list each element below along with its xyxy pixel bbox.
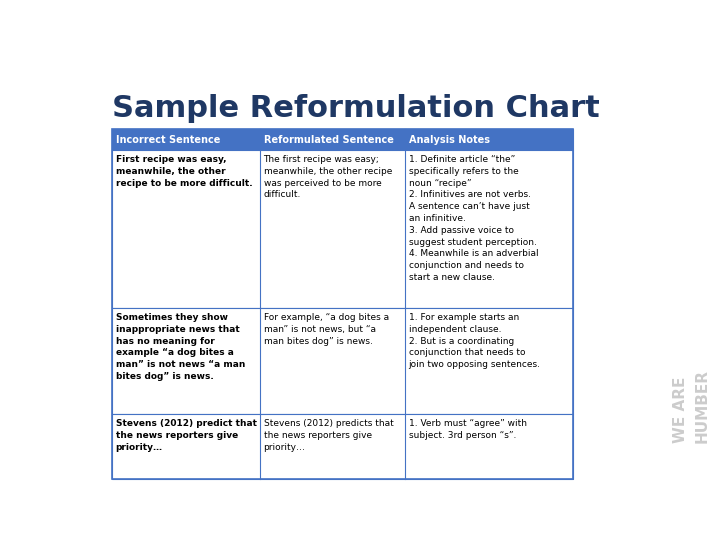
Text: Incorrect Sentence: Incorrect Sentence	[116, 134, 220, 145]
Text: HUMBER: HUMBER	[695, 369, 709, 443]
Text: Reformulated Sentence: Reformulated Sentence	[264, 134, 393, 145]
Text: Sometimes they show
inappropriate news that
has no meaning for
example “a dog bi: Sometimes they show inappropriate news t…	[116, 313, 245, 381]
Text: The first recipe was easy;
meanwhile, the other recipe
was perceived to be more
: The first recipe was easy; meanwhile, th…	[264, 155, 392, 199]
Text: Stevens (2012) predicts that
the news reporters give
priority…: Stevens (2012) predicts that the news re…	[264, 419, 393, 451]
Text: For example, “a dog bites a
man” is not news, but “a
man bites dog” is news.: For example, “a dog bites a man” is not …	[264, 313, 389, 346]
Text: 1. For example starts an
independent clause.
2. But is a coordinating
conjunctio: 1. For example starts an independent cla…	[409, 313, 541, 369]
Bar	[112, 308, 572, 414]
Text: WE ARE: WE ARE	[673, 376, 688, 443]
Text: First recipe was easy,
meanwhile, the other
recipe to be more difficult.: First recipe was easy, meanwhile, the ot…	[116, 155, 252, 187]
Text: 1. Definite article “the”
specifically refers to the
noun “recipe”
2. Infinitive: 1. Definite article “the” specifically r…	[409, 155, 539, 282]
Text: Sample Reformulation Chart: Sample Reformulation Chart	[112, 94, 600, 123]
Bar	[112, 129, 572, 478]
Bar	[112, 129, 572, 150]
Text: Analysis Notes: Analysis Notes	[409, 134, 490, 145]
Bar	[112, 414, 572, 478]
Bar	[112, 150, 572, 308]
Text: 1. Verb must “agree” with
subject. 3rd person “s”.: 1. Verb must “agree” with subject. 3rd p…	[409, 419, 526, 440]
Text: Stevens (2012) predict that
the news reporters give
priority…: Stevens (2012) predict that the news rep…	[116, 419, 256, 451]
